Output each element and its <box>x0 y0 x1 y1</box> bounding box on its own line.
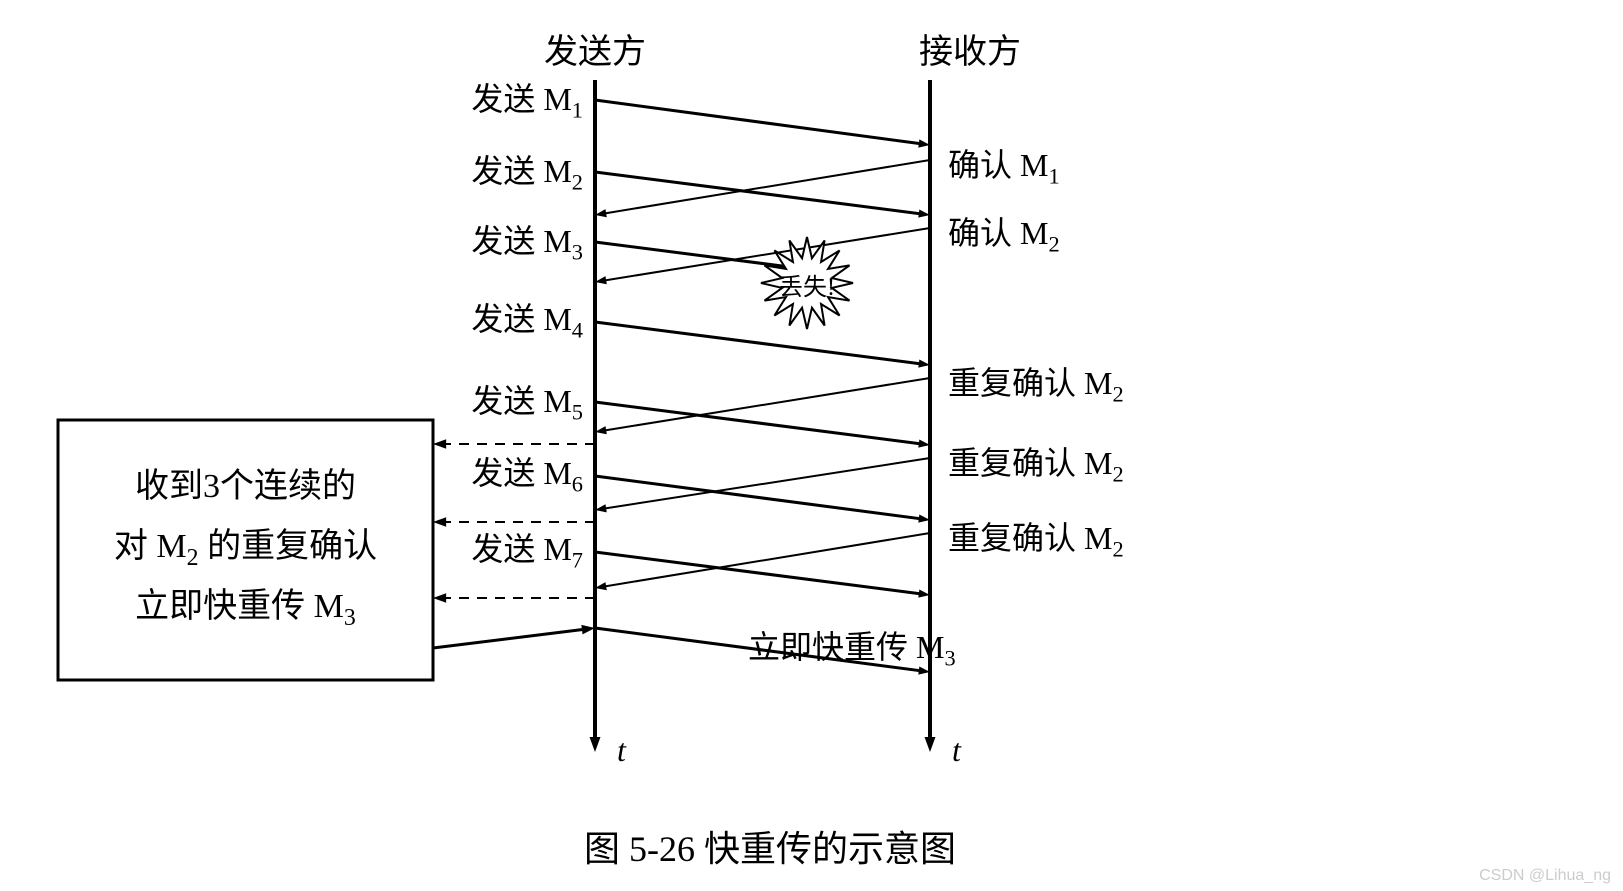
retransmit-label: 立即快重传 M3 <box>748 622 956 671</box>
t-label-sender: t <box>617 732 626 769</box>
ack-label-3: 重复确认 M2 <box>948 358 1124 407</box>
ack-label-4: 重复确认 M2 <box>948 438 1124 487</box>
diagram-canvas: 发送方 接收方 t t 发送 M1 发送 M2 发送 M3 发送 M4 发送 M5 发送 M6 发送… <box>0 0 1623 891</box>
box-line-2: 对 M2 的重复确认 <box>114 518 377 572</box>
ack-label-1: 确认 M1 <box>948 140 1060 189</box>
lost-label: 丢失! <box>779 267 835 302</box>
send-label-2: 发送 M2 <box>471 146 583 195</box>
figure-caption: 图 5-26 快重传的示意图 <box>584 820 956 872</box>
watermark: CSDN @Lihua_ng <box>1479 867 1611 885</box>
send-label-6: 发送 M6 <box>471 448 583 497</box>
ack-label-5: 重复确认 M2 <box>948 513 1124 562</box>
send-label-5: 发送 M5 <box>471 376 583 425</box>
box-line-3: 立即快重传 M3 <box>135 578 356 632</box>
t-label-receiver: t <box>952 732 961 769</box>
send-label-3: 发送 M3 <box>471 216 583 265</box>
receiver-header: 接收方 <box>919 24 1021 73</box>
ack-label-2: 确认 M2 <box>948 208 1060 257</box>
diagram-svg <box>0 0 1623 891</box>
send-label-4: 发送 M4 <box>471 294 583 343</box>
send-label-1: 发送 M1 <box>471 74 583 123</box>
box-line-1: 收到3个连续的 <box>135 458 356 507</box>
sender-header: 发送方 <box>544 24 646 73</box>
send-label-7: 发送 M7 <box>471 524 583 573</box>
